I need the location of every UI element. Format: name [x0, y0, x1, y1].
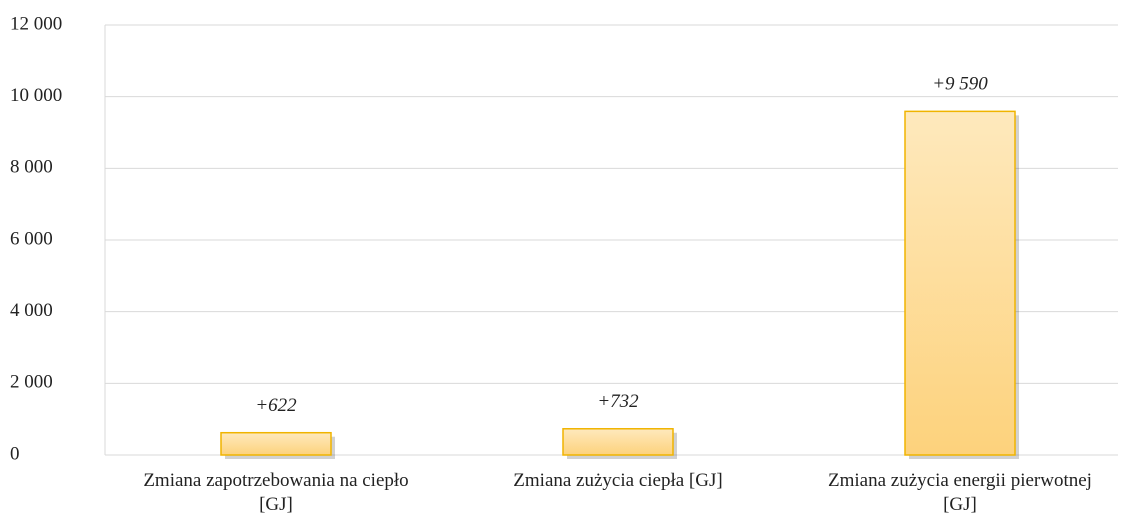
bar	[562, 428, 674, 456]
x-tick-label: Zmiana zapotrzebowania na ciepło [GJ]	[143, 470, 409, 515]
x-tick-label: Zmiana zużycia energii pierwotnej [GJ]	[828, 470, 1092, 515]
value-label: +622	[255, 395, 297, 416]
y-tick-label: 4 000	[10, 300, 53, 321]
y-tick-label: 8 000	[10, 157, 53, 178]
y-tick-label: 6 000	[10, 228, 53, 249]
x-tick-label: Zmiana zużycia ciepła [GJ]	[513, 470, 723, 491]
bar	[904, 110, 1016, 456]
y-tick-label: 0	[10, 443, 20, 464]
value-label: +732	[597, 391, 639, 412]
value-label: +9 590	[932, 74, 988, 95]
y-tick-label: 2 000	[10, 372, 53, 393]
y-tick-label: 12 000	[10, 13, 62, 34]
bar	[220, 431, 332, 456]
y-tick-label: 10 000	[10, 85, 62, 106]
